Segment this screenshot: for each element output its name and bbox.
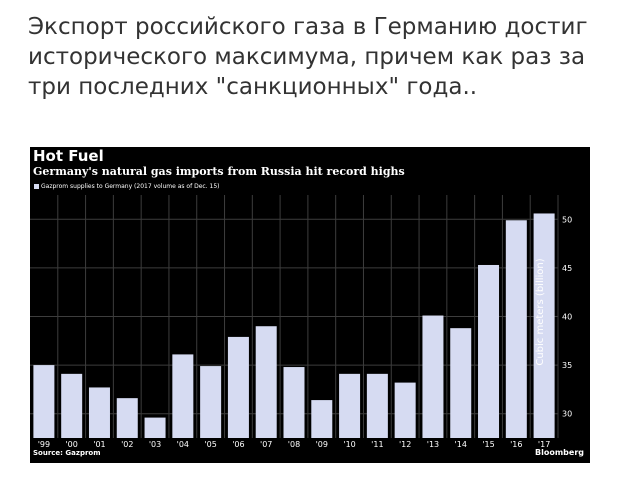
- bar: [366, 373, 388, 438]
- x-tick-label: '03: [149, 440, 161, 449]
- bar: [339, 373, 361, 438]
- x-tick-label: '14: [455, 440, 467, 449]
- x-tick-label: '16: [510, 440, 522, 449]
- bar: [88, 387, 110, 438]
- bar: [283, 367, 305, 438]
- bar: [394, 382, 416, 438]
- y-axis-label: Cubic meters (billion): [535, 258, 546, 366]
- chart-title: Hot Fuel: [33, 147, 104, 165]
- y-tick-label: 50: [562, 215, 572, 224]
- bar: [144, 417, 166, 438]
- bar: [116, 398, 138, 438]
- chart-subtitle: Germany's natural gas imports from Russi…: [33, 165, 405, 178]
- bar: [61, 373, 83, 438]
- x-tick-label: '06: [232, 440, 244, 449]
- x-tick-label: '04: [177, 440, 189, 449]
- legend-label: Gazprom supplies to Germany (2017 volume…: [41, 183, 220, 190]
- bar: [255, 326, 277, 438]
- x-tick-label: '02: [121, 440, 133, 449]
- x-tick-label: '07: [260, 440, 272, 449]
- x-tick-label: '09: [316, 440, 328, 449]
- y-tick-label: 30: [562, 410, 572, 419]
- bloomberg-logo: Bloomberg: [535, 448, 584, 457]
- chart-legend: Gazprom supplies to Germany (2017 volume…: [34, 183, 220, 191]
- bar: [33, 365, 55, 438]
- x-tick-label: '11: [371, 440, 383, 449]
- x-tick-label: '08: [288, 440, 300, 449]
- bar: [505, 220, 527, 438]
- y-axis-ticks: 30 35 40 45 50: [562, 215, 572, 418]
- bar: [172, 354, 194, 438]
- x-tick-label: '13: [427, 440, 439, 449]
- y-tick-label: 35: [562, 361, 572, 370]
- bar: [311, 400, 333, 438]
- x-tick-label: '12: [399, 440, 411, 449]
- bar-chart: 30 35 40 45 50 '99 '00 '01 '02 '03 '04 '05 '06 '07 '0…: [30, 195, 572, 449]
- chart-card: Hot Fuel Germany's natural gas imports f…: [30, 147, 590, 463]
- bar: [227, 336, 249, 438]
- x-tick-label: '15: [482, 440, 494, 449]
- bar: [478, 264, 500, 438]
- x-axis-ticks: '99 '00 '01 '02 '03 '04 '05 '06 '07 '08 '09 '10 '11 '…: [38, 440, 551, 449]
- bar: [422, 315, 444, 438]
- x-tick-label: '01: [93, 440, 105, 449]
- x-tick-label: '05: [204, 440, 216, 449]
- x-tick-label: '17: [538, 440, 550, 449]
- y-tick-label: 45: [562, 264, 572, 273]
- x-tick-label: '99: [38, 440, 50, 449]
- x-tick-label: '10: [343, 440, 355, 449]
- bars: [33, 213, 555, 438]
- bar: [200, 366, 222, 438]
- chart-source: Source: Gazprom: [33, 449, 101, 457]
- grid-lines: [30, 195, 559, 438]
- post-text: Экспорт российского газа в Германию дост…: [28, 14, 588, 100]
- bar: [450, 328, 472, 438]
- bar: [533, 213, 555, 438]
- legend-swatch: [34, 184, 39, 189]
- x-tick-label: '00: [65, 440, 77, 449]
- y-tick-label: 40: [562, 313, 572, 322]
